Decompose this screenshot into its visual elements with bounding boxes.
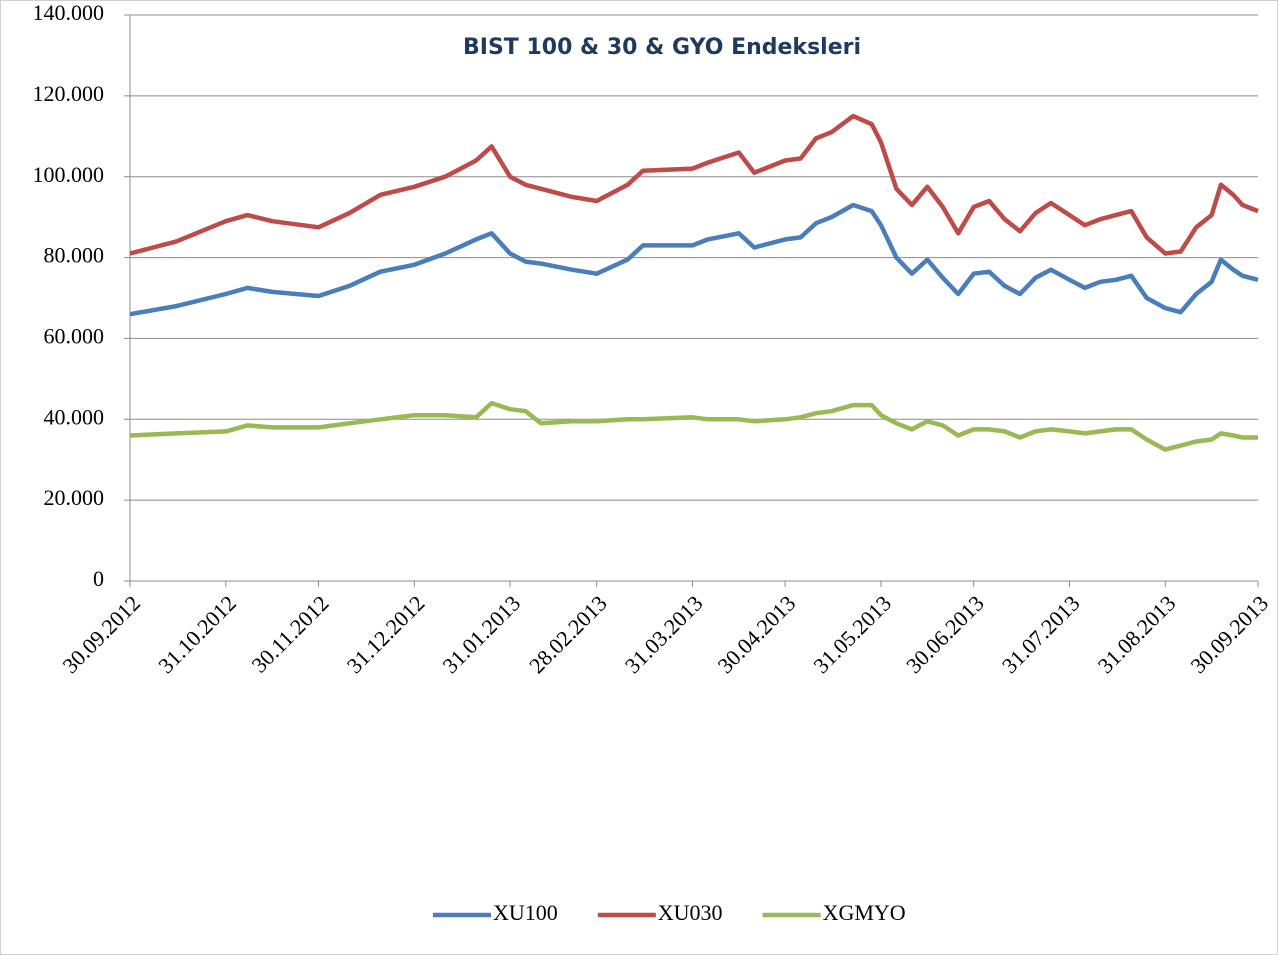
- legend-label: XU030: [658, 900, 723, 925]
- y-tick-label: 80.000: [44, 243, 105, 268]
- y-tick-label: 60.000: [44, 323, 105, 348]
- legend-label: XU100: [493, 900, 558, 925]
- y-tick-label: 120.000: [33, 81, 105, 106]
- y-tick-label: 140.000: [33, 0, 105, 25]
- y-tick-label: 40.000: [44, 404, 105, 429]
- legend-label: XGMYO: [823, 900, 906, 925]
- series-line: [129, 202, 1259, 317]
- chart-title: BIST 100 & 30 & GYO Endeksleri: [463, 35, 861, 60]
- y-tick-label: 0: [93, 566, 104, 591]
- y-tick-label: 100.000: [33, 162, 105, 187]
- y-tick-label: 20.000: [44, 485, 105, 510]
- series-line: [129, 400, 1258, 452]
- series-line: [129, 113, 1259, 256]
